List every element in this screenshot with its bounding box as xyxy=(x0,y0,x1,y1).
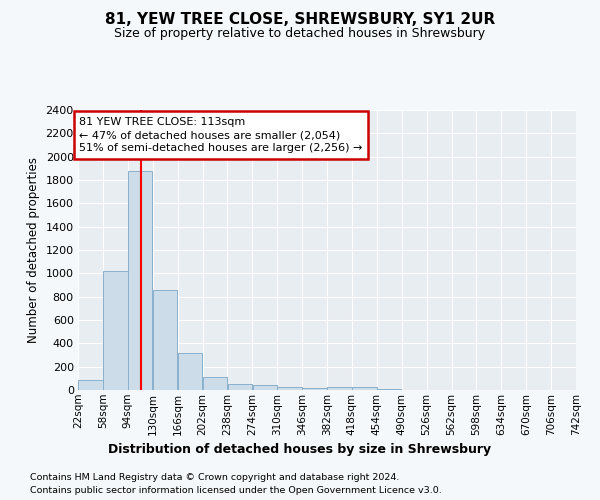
Text: 81, YEW TREE CLOSE, SHREWSBURY, SY1 2UR: 81, YEW TREE CLOSE, SHREWSBURY, SY1 2UR xyxy=(105,12,495,28)
Bar xyxy=(227,384,252,390)
Bar xyxy=(327,387,352,390)
Bar xyxy=(78,380,103,390)
Text: Size of property relative to detached houses in Shrewsbury: Size of property relative to detached ho… xyxy=(115,28,485,40)
Bar xyxy=(352,387,377,390)
Text: Contains public sector information licensed under the Open Government Licence v3: Contains public sector information licen… xyxy=(30,486,442,495)
Text: Distribution of detached houses by size in Shrewsbury: Distribution of detached houses by size … xyxy=(109,442,491,456)
Bar xyxy=(277,386,302,390)
Bar xyxy=(302,388,327,390)
Bar xyxy=(253,386,277,390)
Bar xyxy=(128,170,152,390)
Bar xyxy=(203,377,227,390)
Text: Contains HM Land Registry data © Crown copyright and database right 2024.: Contains HM Land Registry data © Crown c… xyxy=(30,472,400,482)
Y-axis label: Number of detached properties: Number of detached properties xyxy=(27,157,40,343)
Bar xyxy=(103,271,128,390)
Text: 81 YEW TREE CLOSE: 113sqm
← 47% of detached houses are smaller (2,054)
51% of se: 81 YEW TREE CLOSE: 113sqm ← 47% of detac… xyxy=(79,117,363,154)
Bar xyxy=(178,352,202,390)
Bar xyxy=(153,290,178,390)
